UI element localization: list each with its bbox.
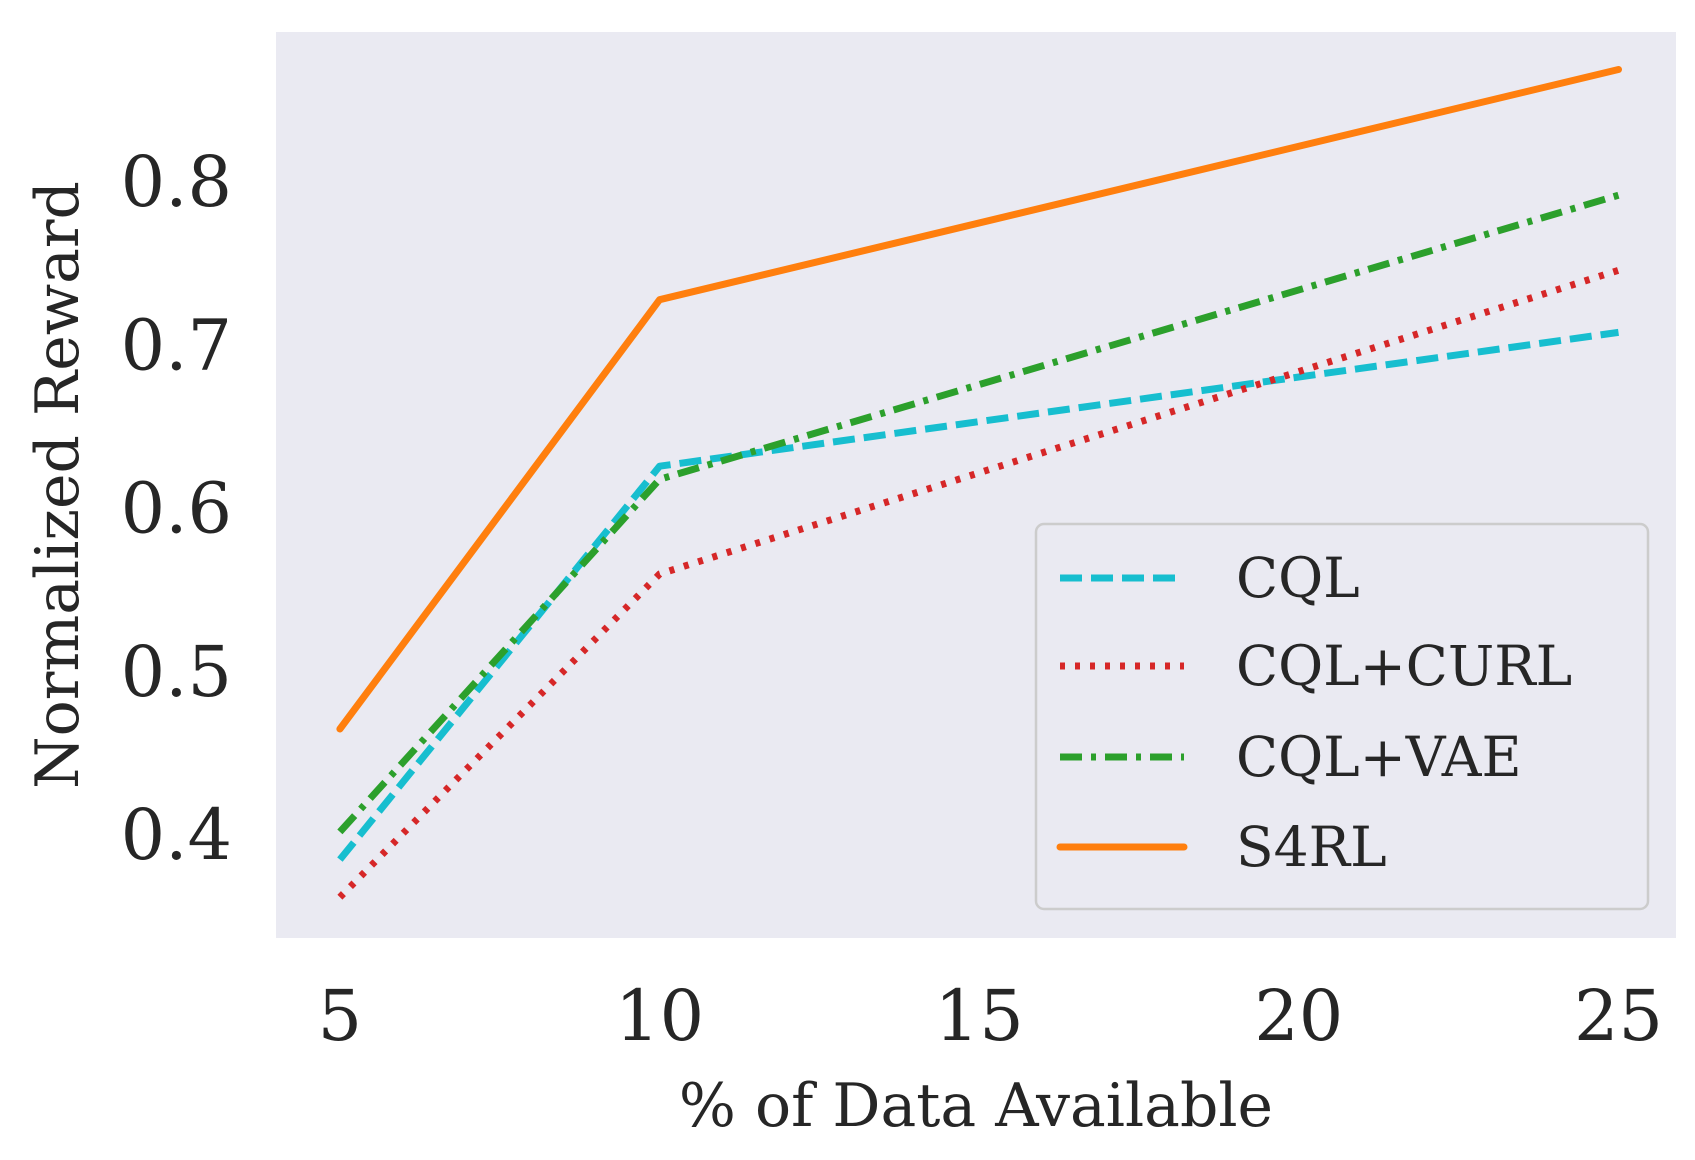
- x-tick-label: 15: [935, 975, 1024, 1057]
- y-axis-label: Normalized Reward: [23, 181, 93, 789]
- legend-box: [1034, 522, 1650, 911]
- legend-label: S4RL: [1236, 815, 1387, 879]
- x-tick-label: 20: [1254, 975, 1343, 1057]
- series-line-cql-vae: [337, 191, 1620, 835]
- y-tick-label: 0.7: [121, 304, 232, 386]
- legend-label: CQL+VAE: [1236, 725, 1522, 789]
- y-tick-label: 0.5: [121, 631, 232, 713]
- x-tick-label: 10: [615, 975, 704, 1057]
- x-axis-label: % of Data Available: [679, 1071, 1273, 1141]
- x-tick-label: 25: [1574, 975, 1663, 1057]
- x-tick-label: 5: [318, 975, 363, 1057]
- legend: CQL CQL+CURL CQL+VAE S4RL: [1034, 522, 1650, 911]
- legend-label: CQL: [1236, 546, 1360, 610]
- series-layer: [336, 66, 1622, 900]
- y-tick-labels: 0.4 0.5 0.6 0.7 0.8: [121, 141, 232, 876]
- y-tick-label: 0.4: [121, 794, 232, 876]
- y-tick-label: 0.8: [121, 141, 232, 223]
- legend-label: CQL+CURL: [1236, 634, 1572, 698]
- y-tick-label: 0.6: [121, 468, 232, 550]
- x-tick-labels: 5 10 15 20 25: [318, 975, 1663, 1057]
